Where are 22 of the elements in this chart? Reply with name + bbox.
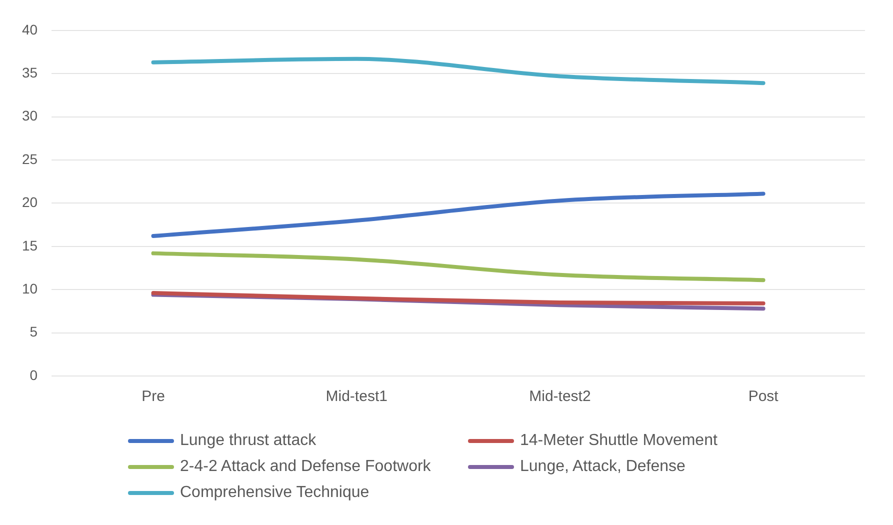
- y-tick-label: 10: [22, 280, 38, 296]
- line-series: [151, 291, 766, 306]
- x-tick-label: Mid-test1: [326, 388, 388, 406]
- legend-label: Lunge thrust attack: [180, 432, 316, 450]
- legend-label: Lunge, Attack, Defense: [520, 458, 686, 476]
- y-tick-label: 0: [30, 366, 38, 383]
- y-tick-label: 35: [22, 64, 38, 80]
- line-series: [151, 56, 766, 86]
- x-tick-label: Post: [748, 388, 780, 406]
- y-tick-label: 15: [22, 237, 38, 254]
- legend-label: Comprehensive Technique: [180, 484, 370, 502]
- y-tick-label: 20: [22, 194, 38, 210]
- y-tick-label: 40: [22, 21, 38, 38]
- line-series: [151, 192, 766, 238]
- y-tick-label: 30: [22, 108, 38, 124]
- x-tick-label: Pre: [142, 388, 165, 406]
- y-tick-label: 5: [30, 324, 38, 340]
- line-series: [151, 251, 766, 282]
- y-tick-label: 25: [22, 150, 38, 167]
- legend-label: 2-4-2 Attack and Defense Footwork: [180, 458, 431, 476]
- legend-label: 14-Meter Shuttle Movement: [520, 432, 718, 450]
- x-tick-label: Mid-test2: [529, 388, 591, 406]
